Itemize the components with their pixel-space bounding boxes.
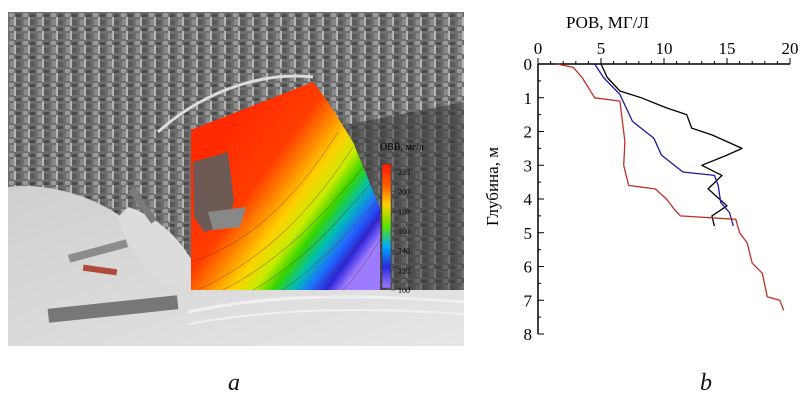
map-panel: ОВВ, мг/л 220 200 180 160 140 120 100 — [8, 12, 465, 346]
y-tick-label: 5 — [524, 224, 533, 243]
colorbar-title: ОВВ, мг/л — [380, 142, 424, 153]
y-tick-label: 3 — [524, 156, 533, 175]
x-tick-label: 20 — [782, 39, 799, 58]
road — [156, 74, 314, 134]
y-axis-label: Глубина, м — [484, 147, 502, 226]
y-tick-label: 6 — [524, 258, 533, 277]
series-line-3 — [556, 63, 785, 311]
colorbar-tick-label: 100 — [398, 286, 410, 295]
colorbar-tick-label: 160 — [398, 227, 410, 236]
x-axis-label: РОВ, МГ/Л — [566, 13, 649, 32]
breakwater — [47, 295, 179, 323]
colorbar-tick-label: 140 — [398, 247, 410, 256]
channel-line — [187, 308, 465, 325]
colorbar-tick-label: 180 — [398, 207, 410, 216]
pier — [67, 239, 129, 263]
caption-b: b — [700, 370, 712, 396]
bay-area — [118, 207, 193, 290]
colorbar-tick-label: 220 — [398, 168, 410, 177]
profile-chart: РОВ, МГ/Л Глубина, м 0 5 10 15 20 0 1 2 3 4 5 6 7 8 — [483, 13, 799, 344]
colorbar-tick-label: 120 — [398, 266, 410, 275]
y-tick-label: 0 — [524, 55, 533, 74]
axes: 0 5 10 15 20 0 1 2 3 4 5 6 7 8 — [524, 39, 799, 344]
colorbar-scale — [381, 163, 392, 289]
colorbar: ОВВ, мг/л 220 200 180 160 140 120 100 — [380, 142, 424, 295]
channel-line — [187, 295, 465, 314]
x-tick-label: 5 — [597, 39, 606, 58]
ship — [82, 264, 118, 276]
x-tick-label: 10 — [656, 39, 673, 58]
y-tick-label: 2 — [524, 123, 533, 142]
x-tick-label: 15 — [719, 39, 736, 58]
series-line-1 — [600, 63, 743, 227]
series-line-2 — [594, 63, 734, 227]
y-tick-label: 8 — [524, 325, 533, 344]
contour-overlay — [191, 82, 380, 290]
colorbar-tick-label: 200 — [398, 188, 410, 197]
contour-lines — [190, 131, 381, 291]
y-tick-label: 7 — [524, 291, 533, 310]
y-tick-label: 1 — [524, 89, 533, 108]
pier — [128, 186, 157, 224]
map-figure: ОВВ, мг/л 220 200 180 160 140 120 100 — [8, 12, 465, 346]
x-tick-label: 0 — [534, 39, 543, 58]
y-tick-label: 4 — [524, 190, 533, 209]
pier-structure — [208, 207, 246, 230]
caption-a: a — [228, 370, 240, 396]
profile-chart-panel: РОВ, МГ/Л Глубина, м 0 5 10 15 20 0 1 2 3 4 5 6 7 8 — [483, 8, 804, 348]
series-layer — [556, 63, 785, 311]
